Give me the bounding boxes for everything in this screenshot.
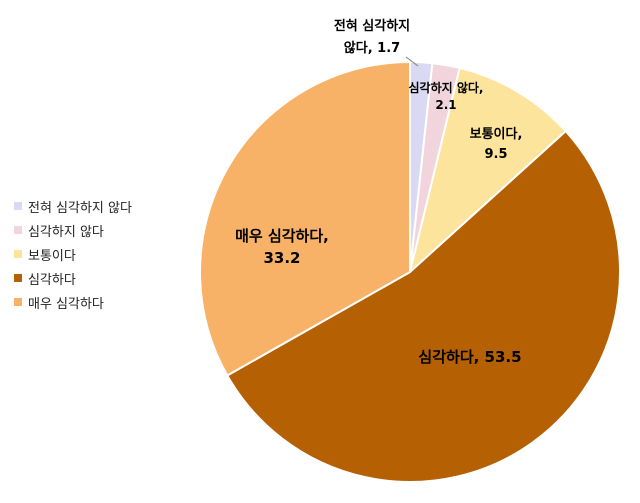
legend-swatch (14, 274, 22, 282)
legend-label: 전혀 심각하지 않다 (28, 200, 132, 216)
legend-swatch (14, 226, 22, 234)
legend-swatch (14, 298, 22, 306)
legend-label: 심각하지 않다 (28, 224, 104, 240)
data-labels: 전혀 심각하지 않다, 1.7 심각하지 않다, 2.1 보통이다, 9.5 심각하다, 5… (235, 18, 522, 366)
legend-item: 심각하다 (14, 266, 132, 290)
legend-swatch (14, 202, 22, 210)
legend-item: 전혀 심각하지 않다 (14, 194, 132, 218)
legend-item: 심각하지 않다 (14, 218, 132, 242)
data-label: 보통이다, 9.5 (470, 126, 523, 162)
legend-label: 심각하다 (28, 272, 76, 288)
legend-swatch (14, 250, 22, 258)
pie-slice (408, 66, 568, 275)
legend: 전혀 심각하지 않다 심각하지 않다 보통이다 심각하다 매우 심각하다 (14, 194, 132, 314)
data-label: 매우 심각하다, 33.2 (235, 227, 329, 267)
legend-label: 보통이다 (28, 248, 76, 264)
pie-slices (199, 60, 621, 483)
leader-line (405, 56, 419, 67)
legend-label: 매우 심각하다 (28, 296, 104, 312)
data-label: 전혀 심각하지 않다, 1.7 (334, 18, 410, 56)
pie-slice (199, 60, 411, 377)
data-label: 심각하다, 53.5 (418, 348, 521, 366)
legend-item: 매우 심각하다 (14, 290, 132, 314)
legend-item: 보통이다 (14, 242, 132, 266)
pie-slice (225, 129, 621, 483)
data-label: 심각하지 않다, 2.1 (409, 80, 484, 112)
